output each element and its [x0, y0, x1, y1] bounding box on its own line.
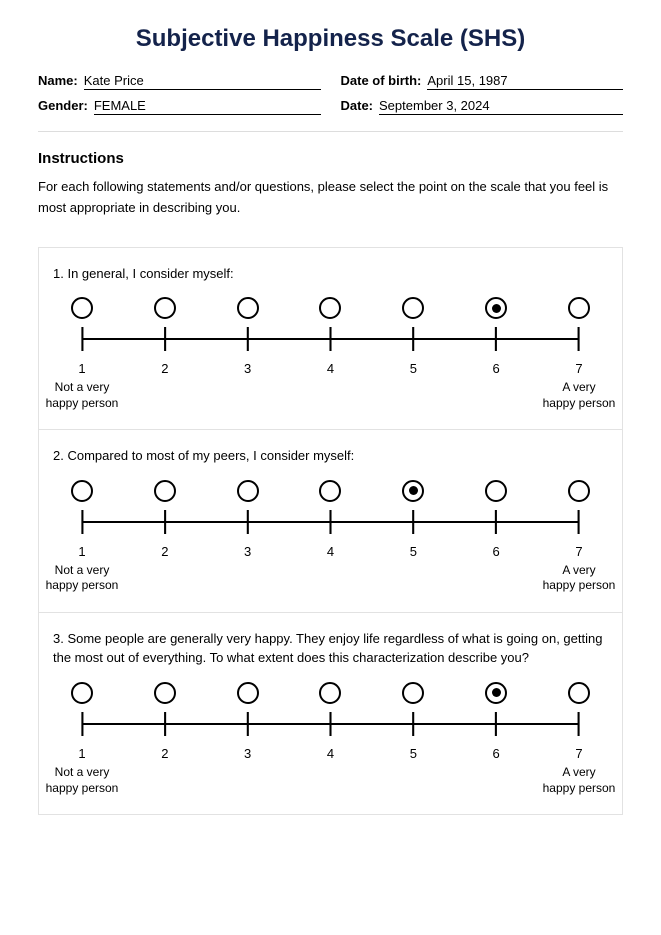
anchor-high: A veryhappy person	[535, 380, 623, 411]
gender-value[interactable]: FEMALE	[94, 98, 321, 115]
scale-number-3: 3	[237, 361, 259, 376]
scale-number-1: 1	[71, 544, 93, 559]
radio-row	[71, 480, 590, 502]
question-1: 1. In general, I consider myself: 1 2 3 4 5 6 7…	[39, 248, 622, 431]
radio-option-7[interactable]	[568, 682, 590, 704]
scale-number-5: 5	[402, 361, 424, 376]
radio-option-1[interactable]	[71, 480, 93, 502]
scale: 1 2 3 4 5 6 7 Not a veryhappy personA veryhappy…	[53, 297, 608, 411]
radio-row	[71, 682, 590, 704]
radio-option-6[interactable]	[485, 480, 507, 502]
gender-label: Gender:	[38, 98, 88, 113]
scale-number-4: 4	[319, 746, 341, 761]
question-text: 1. In general, I consider myself:	[53, 264, 608, 284]
scale-number-2: 2	[154, 746, 176, 761]
scale-number-5: 5	[402, 544, 424, 559]
scale-number-1: 1	[71, 361, 93, 376]
scale-number-4: 4	[319, 544, 341, 559]
dob-value[interactable]: April 15, 1987	[427, 73, 623, 90]
radio-option-3[interactable]	[237, 682, 259, 704]
header-fields: Name: Kate Price Date of birth: April 15…	[38, 73, 623, 115]
dob-label: Date of birth:	[341, 73, 422, 88]
scale: 1 2 3 4 5 6 7 Not a veryhappy personA veryhappy…	[53, 480, 608, 594]
scale-number-7: 7	[568, 361, 590, 376]
name-value[interactable]: Kate Price	[84, 73, 321, 90]
scale-numbers: 1 2 3 4 5 6 7	[71, 544, 590, 559]
radio-option-4[interactable]	[319, 682, 341, 704]
scale-numbers: 1 2 3 4 5 6 7	[71, 361, 590, 376]
radio-option-4[interactable]	[319, 480, 341, 502]
radio-option-5[interactable]	[402, 480, 424, 502]
scale: 1 2 3 4 5 6 7 Not a veryhappy personA veryhappy…	[53, 682, 608, 796]
question-2: 2. Compared to most of my peers, I consi…	[39, 430, 622, 613]
questions-container: 1. In general, I consider myself: 1 2 3 4 5 6 7…	[38, 247, 623, 816]
radio-row	[71, 297, 590, 319]
scale-anchors: Not a veryhappy personA veryhappy person	[71, 765, 590, 796]
scale-number-6: 6	[485, 746, 507, 761]
anchor-high: A veryhappy person	[535, 563, 623, 594]
scale-number-2: 2	[154, 361, 176, 376]
scale-number-5: 5	[402, 746, 424, 761]
radio-option-5[interactable]	[402, 297, 424, 319]
radio-option-6[interactable]	[485, 297, 507, 319]
scale-anchors: Not a veryhappy personA veryhappy person	[71, 563, 590, 594]
scale-number-6: 6	[485, 361, 507, 376]
scale-number-7: 7	[568, 544, 590, 559]
scale-numbers: 1 2 3 4 5 6 7	[71, 746, 590, 761]
radio-option-2[interactable]	[154, 682, 176, 704]
scale-axis	[71, 710, 590, 738]
radio-option-2[interactable]	[154, 297, 176, 319]
anchor-high: A veryhappy person	[535, 765, 623, 796]
page-title: Subjective Happiness Scale (SHS)	[38, 25, 623, 53]
date-field: Date: September 3, 2024	[341, 98, 624, 115]
scale-number-3: 3	[237, 544, 259, 559]
scale-number-4: 4	[319, 361, 341, 376]
scale-number-2: 2	[154, 544, 176, 559]
radio-option-3[interactable]	[237, 297, 259, 319]
instructions-text: For each following statements and/or que…	[38, 177, 623, 219]
anchor-low: Not a veryhappy person	[38, 380, 126, 411]
radio-option-1[interactable]	[71, 682, 93, 704]
instructions-heading: Instructions	[38, 150, 623, 167]
scale-number-6: 6	[485, 544, 507, 559]
radio-option-2[interactable]	[154, 480, 176, 502]
question-3: 3. Some people are generally very happy.…	[39, 613, 622, 814]
radio-option-5[interactable]	[402, 682, 424, 704]
scale-axis	[71, 325, 590, 353]
scale-anchors: Not a veryhappy personA veryhappy person	[71, 380, 590, 411]
gender-field: Gender: FEMALE	[38, 98, 321, 115]
scale-number-1: 1	[71, 746, 93, 761]
scale-number-7: 7	[568, 746, 590, 761]
name-label: Name:	[38, 73, 78, 88]
date-label: Date:	[341, 98, 374, 113]
anchor-low: Not a veryhappy person	[38, 563, 126, 594]
radio-option-3[interactable]	[237, 480, 259, 502]
date-value[interactable]: September 3, 2024	[379, 98, 623, 115]
radio-option-7[interactable]	[568, 480, 590, 502]
name-field: Name: Kate Price	[38, 73, 321, 90]
anchor-low: Not a veryhappy person	[38, 765, 126, 796]
radio-option-1[interactable]	[71, 297, 93, 319]
scale-number-3: 3	[237, 746, 259, 761]
radio-option-6[interactable]	[485, 682, 507, 704]
scale-axis	[71, 508, 590, 536]
divider	[38, 131, 623, 132]
dob-field: Date of birth: April 15, 1987	[341, 73, 624, 90]
radio-option-7[interactable]	[568, 297, 590, 319]
question-text: 3. Some people are generally very happy.…	[53, 629, 608, 668]
radio-option-4[interactable]	[319, 297, 341, 319]
question-text: 2. Compared to most of my peers, I consi…	[53, 446, 608, 466]
